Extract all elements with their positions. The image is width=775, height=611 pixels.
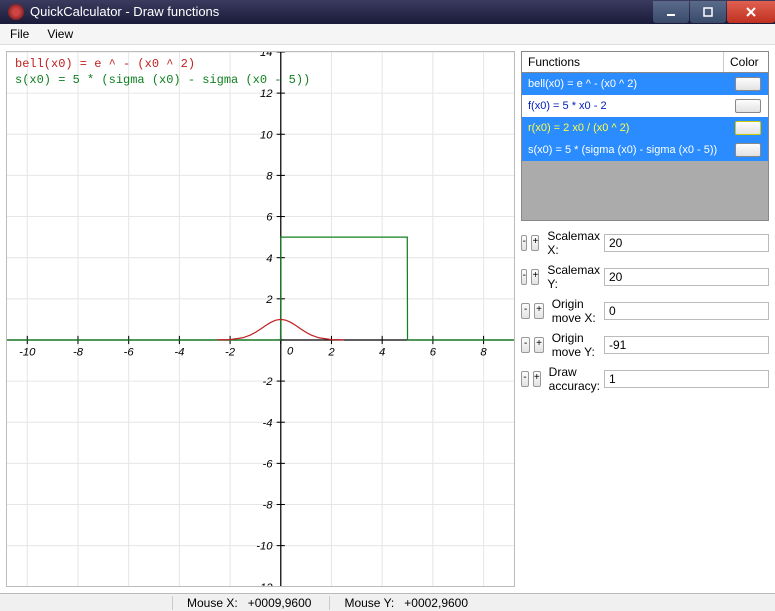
svg-text:6: 6 (430, 346, 437, 358)
titlebar[interactable]: QuickCalculator - Draw functions (0, 0, 775, 24)
status-mouse-x: Mouse X: +0009,9600 (172, 596, 325, 610)
mouse-x-label: Mouse X: (187, 596, 238, 610)
svg-text:2: 2 (327, 346, 335, 358)
col-color[interactable]: Color (724, 52, 768, 72)
svg-text:-10: -10 (19, 346, 36, 358)
mouse-x-value: +0009,9600 (248, 596, 312, 610)
origin-y-plus[interactable]: + (534, 337, 543, 353)
row-origin-x: - + Origin move X: (521, 297, 769, 325)
scalemax-x-minus[interactable]: - (521, 235, 527, 251)
svg-text:4: 4 (379, 346, 385, 358)
row-scalemax-y: - + Scalemax Y: (521, 263, 769, 291)
app-icon (8, 4, 24, 20)
maximize-icon (702, 6, 714, 18)
close-icon (744, 6, 758, 18)
color-cell (728, 121, 768, 135)
svg-text:-12: -12 (256, 581, 273, 586)
svg-text:-6: -6 (124, 346, 135, 358)
maximize-button[interactable] (690, 1, 726, 23)
right-pane: Functions Color bell(x0) = e ^ - (x0 ^ 2… (521, 51, 769, 588)
accuracy-input[interactable] (604, 370, 769, 388)
svg-text:6: 6 (266, 211, 273, 223)
function-row[interactable]: r(x0) = 2 x0 / (x0 ^ 2) (522, 117, 768, 139)
svg-text:-10: -10 (256, 540, 273, 552)
scalemax-y-label: Scalemax Y: (543, 263, 600, 291)
accuracy-plus[interactable]: + (533, 371, 541, 387)
function-expr: bell(x0) = e ^ - (x0 ^ 2) (522, 78, 728, 90)
close-button[interactable] (727, 1, 775, 23)
color-swatch[interactable] (735, 121, 761, 135)
color-cell (728, 99, 768, 113)
svg-text:-2: -2 (225, 346, 236, 358)
scalemax-x-label: Scalemax X: (543, 229, 600, 257)
scalemax-y-plus[interactable]: + (531, 269, 539, 285)
origin-y-label: Origin move Y: (548, 331, 600, 359)
function-expr: s(x0) = 5 * (sigma (x0) - sigma (x0 - 5)… (522, 144, 728, 156)
plot-pane[interactable]: bell(x0) = e ^ - (x0 ^ 2) s(x0) = 5 * (s… (6, 51, 515, 588)
color-cell (728, 143, 768, 157)
statusbar: Mouse X: +0009,9600 Mouse Y: +0002,9600 (0, 593, 775, 611)
function-row[interactable]: bell(x0) = e ^ - (x0 ^ 2) (522, 73, 768, 95)
origin-x-label: Origin move X: (548, 297, 600, 325)
annotation-line-1: bell(x0) = e ^ - (x0 ^ 2) (15, 56, 310, 72)
color-swatch[interactable] (735, 77, 761, 91)
row-scalemax-x: - + Scalemax X: (521, 229, 769, 257)
row-accuracy: - + Draw accuracy: (521, 365, 769, 393)
mouse-y-value: +0002,9600 (404, 596, 468, 610)
content-area: bell(x0) = e ^ - (x0 ^ 2) s(x0) = 5 * (s… (0, 45, 775, 594)
status-mouse-y: Mouse Y: +0002,9600 (329, 596, 482, 610)
origin-x-minus[interactable]: - (521, 303, 530, 319)
svg-text:-8: -8 (73, 346, 84, 358)
svg-text:-6: -6 (263, 458, 274, 470)
plot-canvas: -10-8-6-4-22468-12-10-8-6-4-224681012140 (7, 52, 514, 587)
svg-text:4: 4 (266, 252, 272, 264)
plot-annotations: bell(x0) = e ^ - (x0 ^ 2) s(x0) = 5 * (s… (15, 56, 310, 88)
origin-y-minus[interactable]: - (521, 337, 530, 353)
menu-file[interactable]: File (10, 27, 29, 41)
window-title: QuickCalculator - Draw functions (30, 4, 652, 19)
mouse-y-label: Mouse Y: (344, 596, 394, 610)
accuracy-label: Draw accuracy: (545, 365, 600, 393)
svg-text:12: 12 (260, 88, 273, 100)
svg-text:10: 10 (260, 129, 273, 141)
col-functions[interactable]: Functions (522, 52, 724, 72)
scalemax-y-input[interactable] (604, 268, 769, 286)
svg-text:-8: -8 (263, 499, 274, 511)
origin-y-input[interactable] (604, 336, 769, 354)
controls-panel: - + Scalemax X: - + Scalemax Y: - + Orig… (521, 229, 769, 393)
app-window: QuickCalculator - Draw functions File Vi… (0, 0, 775, 611)
svg-text:0: 0 (287, 345, 294, 357)
row-origin-y: - + Origin move Y: (521, 331, 769, 359)
menubar: File View (0, 24, 775, 45)
minimize-button[interactable] (653, 1, 689, 23)
function-row[interactable]: s(x0) = 5 * (sigma (x0) - sigma (x0 - 5)… (522, 139, 768, 161)
origin-x-plus[interactable]: + (534, 303, 543, 319)
scalemax-x-input[interactable] (604, 234, 769, 252)
origin-x-input[interactable] (604, 302, 769, 320)
annotation-line-2: s(x0) = 5 * (sigma (x0) - sigma (x0 - 5)… (15, 72, 310, 88)
svg-text:8: 8 (266, 170, 273, 182)
functions-header: Functions Color (522, 52, 768, 73)
accuracy-minus[interactable]: - (521, 371, 529, 387)
functions-table: Functions Color bell(x0) = e ^ - (x0 ^ 2… (521, 51, 769, 221)
function-expr: r(x0) = 2 x0 / (x0 ^ 2) (522, 122, 728, 134)
function-row[interactable]: f(x0) = 5 * x0 - 2 (522, 95, 768, 117)
window-buttons (652, 1, 775, 23)
functions-rows: bell(x0) = e ^ - (x0 ^ 2) f(x0) = 5 * x0 … (522, 73, 768, 161)
function-expr: f(x0) = 5 * x0 - 2 (522, 100, 728, 112)
svg-text:-4: -4 (174, 346, 184, 358)
svg-text:2: 2 (265, 294, 273, 306)
menu-view[interactable]: View (47, 27, 73, 41)
color-swatch[interactable] (735, 143, 761, 157)
scalemax-x-plus[interactable]: + (531, 235, 539, 251)
minimize-icon (665, 6, 677, 18)
svg-text:-4: -4 (263, 417, 273, 429)
svg-text:8: 8 (480, 346, 487, 358)
svg-text:-2: -2 (263, 376, 274, 388)
color-cell (728, 77, 768, 91)
scalemax-y-minus[interactable]: - (521, 269, 527, 285)
color-swatch[interactable] (735, 99, 761, 113)
